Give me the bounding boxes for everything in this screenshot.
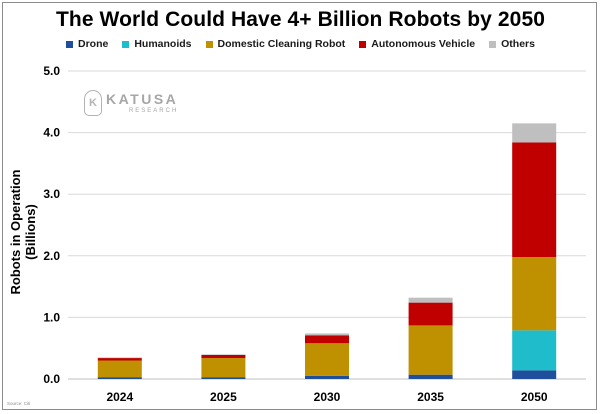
x-tick-label: 2025 <box>210 390 237 404</box>
legend-item-autonomous-vehicle: Autonomous Vehicle <box>359 38 475 50</box>
bar-segment-others-2050 <box>512 123 557 143</box>
bar-segment-autonomous-vehicle-2025 <box>201 354 246 359</box>
legend-label-others: Others <box>501 38 535 50</box>
y-tick-label: 5.0 <box>43 64 60 78</box>
x-tick-label: 2030 <box>314 390 341 404</box>
bar-segment-drone-2035 <box>408 374 453 379</box>
bar-segment-autonomous-vehicle-2050 <box>512 142 557 258</box>
chart-title: The World Could Have 4+ Billion Robots b… <box>55 8 546 31</box>
bar-segment-others-2030 <box>305 333 349 336</box>
legend-label-humanoids: Humanoids <box>134 38 192 50</box>
logo-name: KATUSA <box>106 91 179 107</box>
bar-segment-autonomous-vehicle-2030 <box>305 335 349 344</box>
katusa-research-logo: K KATUSA RESEARCH <box>84 90 178 116</box>
bar-segment-humanoids-2050 <box>512 330 557 371</box>
bar-segment-domestic-cleaning-robot-2050 <box>512 257 557 331</box>
y-tick-label: 2.0 <box>43 249 60 263</box>
bar-segment-autonomous-vehicle-2024 <box>97 358 142 361</box>
x-tick-label: 2050 <box>521 390 548 404</box>
source-note: Source: Citi <box>7 401 31 406</box>
bar-segment-autonomous-vehicle-2035 <box>408 302 453 326</box>
bar-segment-drone-2024 <box>97 377 142 379</box>
legend-label-domestic-cleaning-robot: Domestic Cleaning Robot <box>217 38 346 50</box>
legend: Drone Humanoids Domestic Cleaning Robot … <box>0 38 601 50</box>
bar-segment-others-2035 <box>408 297 453 303</box>
x-tick-label: 2035 <box>417 390 444 404</box>
bar-segment-drone-2050 <box>512 370 557 379</box>
bar-segment-drone-2025 <box>201 377 246 379</box>
bar-segment-domestic-cleaning-robot-2024 <box>97 360 142 378</box>
logo-subtitle: RESEARCH <box>128 108 179 114</box>
y-tick-label: 4.0 <box>43 126 60 140</box>
chart-frame <box>2 2 597 410</box>
bar-segment-others-2025 <box>201 354 246 355</box>
y-tick-label: 3.0 <box>43 187 60 201</box>
lightbulb-k-logo-icon: K <box>84 90 102 116</box>
legend-item-domestic-cleaning-robot: Domestic Cleaning Robot <box>205 38 346 50</box>
legend-item-drone: Drone <box>66 38 108 50</box>
legend-item-others: Others <box>489 38 535 50</box>
legend-swatch-autonomous-vehicle <box>359 40 367 48</box>
legend-swatch-drone <box>66 40 73 48</box>
bar-segment-others-2024 <box>97 357 142 359</box>
y-tick-label: 0.0 <box>43 372 60 386</box>
legend-swatch-others <box>489 40 497 48</box>
bar-segment-drone-2030 <box>305 375 349 379</box>
legend-swatch-domestic-cleaning-robot <box>205 40 213 48</box>
legend-item-humanoids: Humanoids <box>122 38 192 50</box>
bar-segment-domestic-cleaning-robot-2030 <box>305 343 349 376</box>
bar-segment-domestic-cleaning-robot-2035 <box>408 325 453 375</box>
logo-wordmark: KATUSA RESEARCH <box>106 92 178 114</box>
x-tick-label: 2024 <box>106 390 133 404</box>
legend-swatch-humanoids <box>122 40 130 48</box>
bar-segment-domestic-cleaning-robot-2025 <box>201 358 246 378</box>
legend-label-drone: Drone <box>78 38 109 50</box>
y-tick-label: 1.0 <box>43 310 60 324</box>
legend-label-autonomous-vehicle: Autonomous Vehicle <box>371 38 476 50</box>
